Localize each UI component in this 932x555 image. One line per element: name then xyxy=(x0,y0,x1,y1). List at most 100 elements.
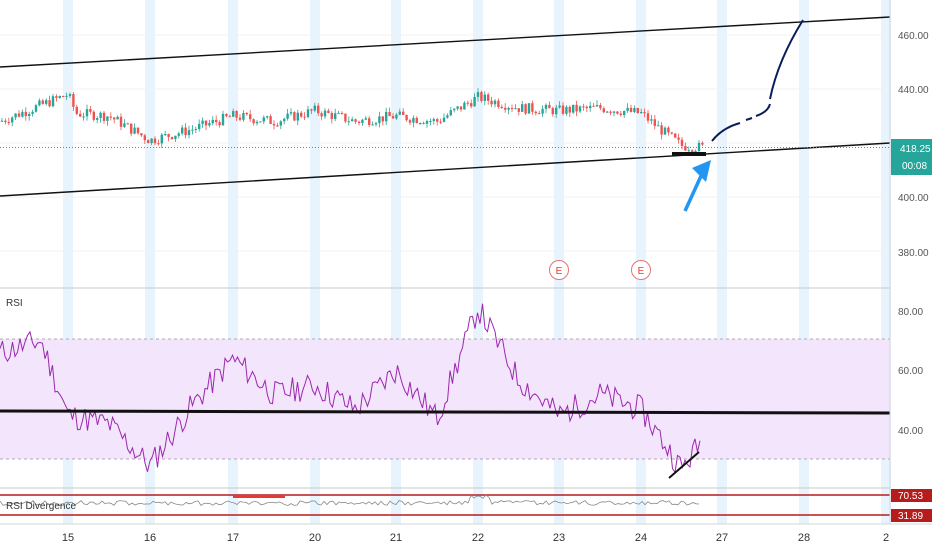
price-tick: 460.00 xyxy=(898,31,929,42)
session-band xyxy=(881,0,891,524)
candle-body xyxy=(561,105,565,114)
candle-body xyxy=(500,106,503,108)
time-tick: 17 xyxy=(227,532,239,544)
current-price-label: 418.25 xyxy=(900,144,931,155)
candle-body xyxy=(48,100,51,107)
candle-body xyxy=(378,116,381,124)
price-axis[interactable]: 460.00 440.00 400.00 380.00 418.25 00:08… xyxy=(891,31,932,522)
candle-body xyxy=(453,108,456,111)
candle-body xyxy=(286,113,289,119)
candle-body xyxy=(75,106,78,114)
candle-body xyxy=(439,121,442,123)
candle-body xyxy=(541,108,544,114)
candle-body xyxy=(636,108,639,114)
candle-body xyxy=(602,108,605,113)
candle-body xyxy=(442,117,446,122)
candle-body xyxy=(436,119,439,122)
candle-body xyxy=(374,123,378,125)
candle-body xyxy=(422,123,425,125)
candle-body xyxy=(313,105,316,111)
time-tick: 23 xyxy=(553,532,565,544)
candle-body xyxy=(102,112,106,121)
candle-body xyxy=(381,116,384,122)
candle-body xyxy=(153,138,157,144)
session-band xyxy=(63,0,73,524)
candle-body xyxy=(504,107,507,110)
candle-body xyxy=(364,118,367,120)
candle-body xyxy=(657,125,660,127)
candle-body xyxy=(595,104,599,107)
candle-body xyxy=(582,106,585,108)
candle-body xyxy=(568,106,571,113)
session-band xyxy=(145,0,155,524)
time-tick: 15 xyxy=(62,532,74,544)
candle-body xyxy=(198,123,201,130)
event-badge-2[interactable]: E xyxy=(631,260,651,280)
candle-body xyxy=(395,114,398,119)
time-tick: 27 xyxy=(716,532,728,544)
candle-body xyxy=(58,96,61,98)
candle-body xyxy=(55,96,58,98)
candle-body xyxy=(643,111,646,114)
current-price-badge xyxy=(891,139,932,175)
candle-body xyxy=(667,127,670,133)
rsi-pane[interactable]: RSI xyxy=(0,298,891,479)
candle-body xyxy=(201,120,204,124)
candle-body xyxy=(589,105,592,109)
candle-body xyxy=(480,92,483,101)
candle-body xyxy=(599,104,602,109)
candle-body xyxy=(432,119,435,121)
candle-body xyxy=(459,106,463,110)
candle-body xyxy=(238,117,242,120)
candle-body xyxy=(578,106,582,112)
candle-body xyxy=(385,111,388,122)
candle-body xyxy=(629,107,633,112)
candle-body xyxy=(211,119,214,124)
candle-body xyxy=(300,112,303,117)
candle-body xyxy=(89,109,92,112)
candle-body xyxy=(456,106,459,109)
projection-path-4 xyxy=(769,19,804,100)
channel-upper-line xyxy=(0,16,891,68)
candle-body xyxy=(616,111,619,114)
candle-body xyxy=(609,111,612,113)
candle-body xyxy=(701,142,704,145)
event-badge-1[interactable]: E xyxy=(549,260,569,280)
candle-body xyxy=(266,116,269,118)
candle-body xyxy=(490,100,493,105)
candle-body xyxy=(388,111,391,117)
candle-body xyxy=(174,135,177,140)
candle-body xyxy=(640,111,643,114)
candle-body xyxy=(170,136,174,140)
candles xyxy=(0,88,704,155)
candle-body xyxy=(11,117,14,123)
candle-body xyxy=(123,123,126,127)
candle-body xyxy=(272,123,276,126)
divergence-highlight xyxy=(233,495,285,498)
price-pane[interactable]: E E xyxy=(0,16,891,280)
candle-body xyxy=(113,117,116,120)
candle-body xyxy=(51,96,55,107)
candle-body xyxy=(289,112,293,114)
session-band xyxy=(799,0,809,524)
candle-body xyxy=(245,112,248,115)
candle-body xyxy=(65,95,68,97)
candle-body xyxy=(17,113,21,117)
candle-body xyxy=(575,104,578,112)
candle-body xyxy=(517,108,520,112)
candle-body xyxy=(191,129,194,131)
candle-body xyxy=(24,111,27,117)
rsi-divergence-pane[interactable]: RSI Divergence xyxy=(0,494,890,516)
time-tick: 2 xyxy=(883,532,889,544)
candle-body xyxy=(252,119,255,124)
candle-body xyxy=(147,140,150,144)
blue-arrow-icon xyxy=(683,160,711,212)
support-marker xyxy=(672,152,706,156)
time-axis[interactable]: 15 16 17 20 21 22 23 24 27 28 2 xyxy=(62,532,889,544)
candle-body xyxy=(262,117,265,122)
candle-body xyxy=(592,105,595,107)
candle-body xyxy=(660,125,663,135)
projection-path-2 xyxy=(745,117,753,121)
